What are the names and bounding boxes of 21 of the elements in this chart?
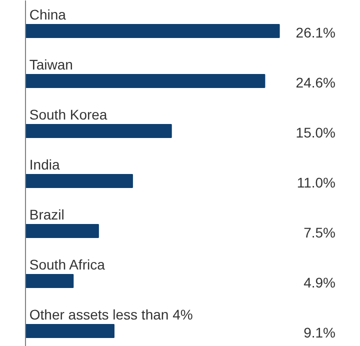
data-label: 9.1% xyxy=(304,324,336,340)
y-tick-label: India xyxy=(29,156,60,172)
bar xyxy=(26,74,266,88)
y-tick-label: Brazil xyxy=(29,206,64,222)
y-tick-label: Other assets less than 4% xyxy=(29,306,193,322)
data-label: 24.6% xyxy=(296,74,336,90)
bar xyxy=(26,224,99,238)
y-tick-label: South Africa xyxy=(29,256,106,272)
y-tick-label: Taiwan xyxy=(29,56,73,72)
bar xyxy=(26,174,133,188)
bar xyxy=(26,124,172,138)
data-label: 7.5% xyxy=(304,224,336,240)
y-tick-label: China xyxy=(29,6,66,22)
data-label: 26.1% xyxy=(296,24,336,40)
bar xyxy=(26,24,280,38)
bar xyxy=(26,324,114,338)
data-label: 15.0% xyxy=(296,124,336,140)
data-label: 11.0% xyxy=(296,174,336,190)
y-tick-label: South Korea xyxy=(29,106,108,122)
bar xyxy=(26,274,74,288)
data-label: 4.9% xyxy=(304,274,336,290)
